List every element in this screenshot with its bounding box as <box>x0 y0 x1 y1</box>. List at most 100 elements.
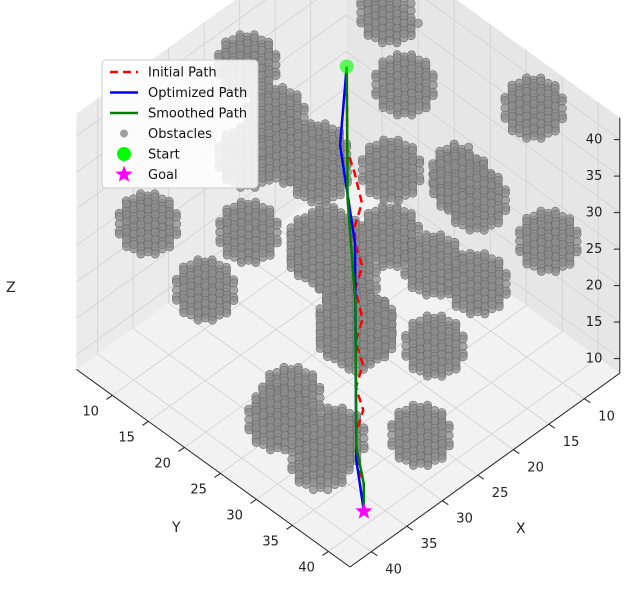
obstacle-point <box>399 28 409 38</box>
obstacle-point <box>257 81 267 91</box>
obstacle-point <box>258 435 268 445</box>
z-tick-label: 30 <box>586 206 603 221</box>
obstacle-point <box>215 306 225 316</box>
obstacle-point <box>458 216 468 226</box>
obstacle-point <box>430 369 440 379</box>
legend-label: Start <box>148 148 180 163</box>
obstacle-point <box>272 169 282 179</box>
obstacle-point <box>343 269 353 279</box>
x-tick-label: 35 <box>421 537 438 552</box>
y-gridline <box>328 102 599 552</box>
obstacle-point <box>157 240 167 250</box>
y-tick <box>250 498 257 504</box>
obstacle-point <box>401 186 411 196</box>
legend-label: Smoothed Path <box>148 107 247 122</box>
obstacle-point <box>472 223 482 233</box>
y-tick-label: 15 <box>118 430 135 445</box>
y-tick-label: 20 <box>154 456 171 471</box>
obstacle-point <box>385 259 395 269</box>
obstacle-point <box>143 247 153 257</box>
obstacle-point <box>385 36 395 46</box>
y-tick <box>286 524 293 530</box>
obstacle-point <box>529 131 539 141</box>
obstacle-point <box>314 195 324 205</box>
z-axis-label: Z <box>6 280 16 296</box>
axis-lines <box>76 117 621 568</box>
obstacle-point <box>473 307 483 317</box>
obstacle-point <box>458 299 468 309</box>
obstacle-point <box>401 451 411 461</box>
obstacle-point <box>300 187 310 197</box>
obstacle-point <box>370 28 380 38</box>
obstacle-point <box>328 188 338 198</box>
x-tick <box>548 423 556 429</box>
obstacle-point <box>415 362 425 372</box>
obstacle-point <box>558 257 568 267</box>
obstacle-point <box>372 186 382 196</box>
x-tick <box>513 449 520 455</box>
obstacle-point <box>301 268 311 278</box>
legend-label: Initial Path <box>148 66 217 81</box>
x-tick-label: 25 <box>492 486 509 501</box>
obstacle-point <box>543 124 553 134</box>
x-tick-label: 20 <box>527 461 544 476</box>
y-gridline <box>292 76 563 526</box>
y-tick <box>142 420 149 426</box>
obstacle-point <box>301 475 311 485</box>
legend-label: Optimized Path <box>148 86 247 101</box>
obstacle-point <box>344 340 354 350</box>
obstacle-point <box>345 454 355 464</box>
y-tick-label: 30 <box>226 508 243 523</box>
obstacle-point <box>287 435 297 445</box>
obstacle-point <box>414 101 424 111</box>
y-tick <box>106 394 113 400</box>
x-tick <box>406 525 414 531</box>
y-axis-line <box>349 372 621 568</box>
obstacle-point <box>373 340 383 350</box>
obstacle-point <box>429 288 439 298</box>
obstacle-point <box>244 255 254 265</box>
obstacle-point <box>300 169 310 179</box>
obstacle-point <box>286 176 296 186</box>
obstacle-point <box>385 100 395 110</box>
y-tick <box>214 472 221 478</box>
obstacle-point <box>273 443 283 453</box>
obstacle-point <box>529 257 539 267</box>
obstacle-point <box>430 451 440 461</box>
obstacle-point <box>200 313 210 323</box>
y-tick-label: 35 <box>262 534 279 549</box>
obstacle-point <box>229 248 239 258</box>
z-tick-label: 25 <box>586 242 603 257</box>
z-tick-label: 35 <box>586 169 603 184</box>
obstacle-point <box>329 283 339 293</box>
obstacle-point <box>330 461 340 471</box>
obstacle-point <box>186 305 196 315</box>
x-gridline <box>97 98 372 553</box>
obstacle-point <box>330 349 340 359</box>
obstacle-point <box>316 454 326 464</box>
obstacle-point <box>386 193 396 203</box>
x-tick-label: 30 <box>456 512 473 527</box>
legend-label: Goal <box>148 168 178 183</box>
y-tick-label: 40 <box>298 560 315 575</box>
z-tick-label: 40 <box>586 133 603 148</box>
legend-swatch-obstacle <box>120 129 128 138</box>
obstacle-point <box>400 108 410 118</box>
y-tick <box>178 446 185 452</box>
x-tick-label: 40 <box>385 563 402 578</box>
obstacle-point <box>258 248 268 258</box>
x-tick <box>477 474 485 480</box>
obstacle-point <box>359 347 369 357</box>
obstacle-point <box>414 280 424 290</box>
obstacle-point <box>487 299 497 309</box>
obstacle-point <box>416 458 426 468</box>
x-axis-label: X <box>516 521 526 537</box>
obstacle-point <box>129 239 139 249</box>
obstacle-point <box>344 364 354 374</box>
obstacle-point <box>444 362 454 372</box>
obstacle-point <box>486 216 496 226</box>
x-tick <box>371 551 378 557</box>
